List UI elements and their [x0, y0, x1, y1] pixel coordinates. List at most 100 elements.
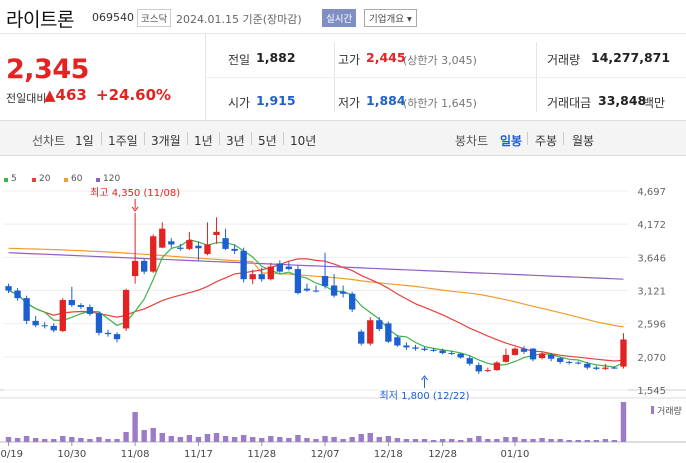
trade-amount-value: 33,848	[598, 93, 647, 108]
tab-3m[interactable]: 3개월	[151, 134, 181, 148]
volume-bar	[23, 436, 30, 442]
candle-body	[358, 331, 365, 344]
company-info-dropdown[interactable]: 기업개요 ▾	[364, 9, 417, 27]
tab-10y[interactable]: 10년	[290, 134, 317, 148]
candle-body	[412, 347, 419, 349]
tab-monthly[interactable]: 월봉	[572, 134, 595, 148]
volume-bar	[530, 439, 536, 442]
candle-body	[330, 285, 338, 296]
candle-body	[231, 248, 238, 251]
volume-bar	[593, 440, 600, 442]
volume-bar	[159, 433, 165, 442]
candle-body	[294, 269, 302, 294]
candle-body	[502, 354, 510, 362]
candle-body	[303, 288, 311, 291]
candle-body	[41, 325, 48, 327]
open-label: 시가	[228, 96, 251, 110]
volume-bar	[340, 439, 346, 442]
volume-bar	[231, 437, 238, 442]
tab-separator	[144, 132, 145, 145]
candle-body	[484, 370, 491, 372]
open-value: 1,915	[256, 93, 296, 108]
y-tick-label: 2,596	[637, 320, 666, 331]
high-annotation-arrowhead	[131, 206, 139, 212]
tab-1y[interactable]: 1년	[194, 134, 213, 148]
candle-body	[538, 353, 546, 359]
candle-body	[511, 348, 519, 355]
low-label: 저가	[338, 96, 361, 110]
tab-3y[interactable]: 3년	[226, 134, 245, 148]
x-tick-label: 12/28	[428, 449, 457, 460]
volume-bar	[385, 436, 392, 442]
tab-weekly[interactable]: 주봉	[535, 134, 558, 148]
lower-limit: (하한가 1,645)	[403, 97, 477, 110]
volume-bar	[41, 439, 48, 442]
volume-bar	[150, 428, 156, 442]
volume-bar	[186, 435, 193, 442]
candle-body	[77, 305, 85, 307]
volume-bar	[132, 412, 138, 442]
volume-bar	[69, 437, 75, 442]
candle-body	[620, 339, 627, 367]
volume-bar	[304, 438, 310, 442]
candle-body	[213, 231, 220, 236]
volume-bar	[32, 438, 39, 442]
volume-bar	[620, 402, 627, 442]
tab-separator	[251, 132, 252, 145]
candle-body	[5, 286, 12, 291]
volume-bar	[566, 440, 572, 442]
volume-bar	[503, 437, 509, 442]
volume-value: 14,277,871	[591, 50, 671, 65]
volume-bar	[421, 439, 428, 442]
volume-bar	[557, 439, 563, 442]
x-tick-label: 11/17	[184, 449, 213, 460]
volume-bar	[430, 440, 437, 442]
market-badge: 코스닥	[137, 9, 172, 27]
candle-body	[611, 367, 618, 369]
legend-ma120: 120	[103, 174, 121, 184]
tab-separator	[219, 132, 220, 145]
candle-body	[339, 291, 347, 294]
realtime-button[interactable]: 실시간	[322, 9, 357, 27]
candle-body	[159, 228, 166, 248]
candle-body	[520, 348, 528, 352]
candle-body	[50, 325, 57, 331]
volume-bar	[448, 439, 455, 442]
low-annotation-arrowhead	[421, 375, 428, 381]
ma20-line	[8, 258, 624, 362]
volume-bar	[249, 437, 256, 442]
legend-ma60: 60	[71, 174, 83, 184]
candle-body	[466, 358, 473, 364]
tab-5y[interactable]: 5년	[258, 134, 277, 148]
candle-body	[448, 353, 455, 355]
candle-body	[475, 365, 482, 372]
volume-bar	[331, 437, 337, 442]
line-chart-label: 선차트	[32, 134, 66, 148]
divider	[206, 77, 686, 78]
legend-swatch-ma120	[96, 178, 100, 182]
candle-body	[59, 300, 66, 331]
tab-daily[interactable]: 일봉	[500, 134, 523, 148]
low-value: 1,884	[366, 93, 406, 108]
tab-1w[interactable]: 1주일	[108, 134, 138, 148]
legend-ma5: 5	[11, 174, 17, 184]
y-tick-label: 4,697	[637, 187, 666, 198]
legend-swatch-ma5	[4, 178, 8, 182]
tab-1d[interactable]: 1일	[75, 134, 94, 148]
candle-body	[23, 298, 30, 321]
trade-amount-label: 거래대금	[547, 96, 592, 110]
x-tick-label: 10/30	[57, 449, 86, 460]
candle-body	[68, 300, 75, 306]
candle-body	[547, 354, 555, 359]
volume-bar	[5, 437, 12, 442]
legend-ma20: 20	[39, 174, 51, 184]
volume-bar	[584, 440, 591, 442]
stock-header: 라이트론 069540 코스닥 2024.01.15 기준(장마감) 실시간 기…	[0, 0, 686, 34]
high-label: 고가	[338, 53, 361, 67]
tab-separator	[527, 132, 528, 145]
volume-bar	[494, 439, 500, 442]
volume-bar	[367, 433, 373, 442]
x-tick-label: 01/10	[501, 449, 530, 460]
volume-bar	[602, 439, 609, 442]
volume-bar	[403, 439, 410, 442]
